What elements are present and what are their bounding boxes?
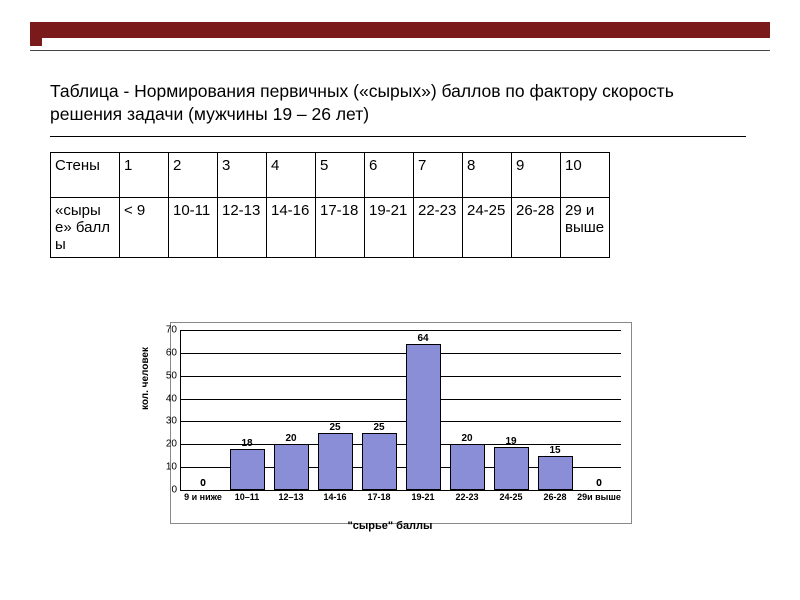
chart-bar: 25	[362, 433, 397, 490]
page-title: Таблица - Нормирования первичных («сырых…	[50, 80, 750, 126]
chart-bar-label: 15	[539, 445, 572, 457]
chart-bar: 25	[318, 433, 353, 490]
chart-xtick: 29и выше	[577, 490, 621, 503]
chart-bar-label: 0	[186, 478, 221, 490]
chart-bar-label: 64	[407, 333, 440, 345]
table-cell: 5	[316, 153, 365, 198]
table-cell: 12-13	[218, 198, 267, 258]
chart-xtick: 22-23	[445, 490, 489, 503]
table-cell: 10	[561, 153, 610, 198]
table-header-stens: Стены	[51, 153, 120, 198]
table-cell: 17-18	[316, 198, 365, 258]
table-cell: 9	[512, 153, 561, 198]
table-cell: 3	[218, 153, 267, 198]
table-cell: 22-23	[414, 198, 463, 258]
table-cell: 1	[120, 153, 169, 198]
decor-rule	[30, 50, 770, 51]
chart-bar: 18	[230, 449, 265, 490]
table-cell: 29 и выше	[561, 198, 610, 258]
chart-bar-label: 25	[363, 422, 396, 434]
chart-ytick: 70	[166, 325, 181, 336]
chart-xtick: 10–11	[225, 490, 269, 503]
chart-xtick: 26-28	[533, 490, 577, 503]
chart-bar: 20	[274, 444, 309, 490]
chart-gridline	[181, 353, 621, 354]
chart-bar-label: 20	[451, 433, 484, 445]
chart-bar: 64	[406, 344, 441, 490]
chart-bar-label: 0	[582, 478, 617, 490]
chart-ytick: 60	[166, 347, 181, 358]
chart-xtick: 24-25	[489, 490, 533, 503]
chart-bar-label: 18	[231, 438, 264, 450]
chart-bar-label: 20	[275, 433, 308, 445]
chart-bar: 19	[494, 447, 529, 490]
table-cell: 14-16	[267, 198, 316, 258]
chart-bar: 15	[538, 456, 573, 490]
table-cell: 6	[365, 153, 414, 198]
chart-plot: 010203040506070009 и ниже1810–112012–132…	[180, 330, 621, 491]
table-cell: 4	[267, 153, 316, 198]
chart-bar: 20	[450, 444, 485, 490]
chart-ytick: 40	[166, 393, 181, 404]
decor-bar-side	[30, 22, 42, 46]
chart-xtick: 17-18	[357, 490, 401, 503]
chart-ytick: 10	[166, 462, 181, 473]
chart-ytick: 30	[166, 416, 181, 427]
chart-xtick: 19-21	[401, 490, 445, 503]
chart-ytick: 50	[166, 370, 181, 381]
table-cell: 19-21	[365, 198, 414, 258]
chart-gridline	[181, 399, 621, 400]
chart-xtick: 14-16	[313, 490, 357, 503]
chart-ylabel: кол. человек	[140, 347, 151, 410]
decor-bar-top	[30, 22, 770, 38]
table-cell: 8	[463, 153, 512, 198]
chart-gridline	[181, 330, 621, 331]
table-cell: 10-11	[169, 198, 218, 258]
chart-bar-label: 25	[319, 422, 352, 434]
chart-bar-label: 19	[495, 436, 528, 448]
chart-gridline	[181, 421, 621, 422]
chart-xtick: 9 и ниже	[181, 490, 225, 503]
histogram-chart: кол. человек 010203040506070009 и ниже18…	[130, 330, 650, 540]
chart-xtick: 12–13	[269, 490, 313, 503]
table-cell: < 9	[120, 198, 169, 258]
chart-ytick: 0	[171, 485, 181, 496]
title-rule	[50, 136, 746, 137]
chart-gridline	[181, 376, 621, 377]
table-cell: 26-28	[512, 198, 561, 258]
table-cell: 24-25	[463, 198, 512, 258]
norm-table: Стены 1 2 3 4 5 6 7 8 9 10 «сырые» баллы…	[50, 152, 610, 258]
table-cell: 7	[414, 153, 463, 198]
chart-ytick: 20	[166, 439, 181, 450]
chart-xlabel: "сырье" баллы	[130, 520, 650, 532]
table-cell: 2	[169, 153, 218, 198]
table-header-raw: «сырые» баллы	[51, 198, 120, 258]
